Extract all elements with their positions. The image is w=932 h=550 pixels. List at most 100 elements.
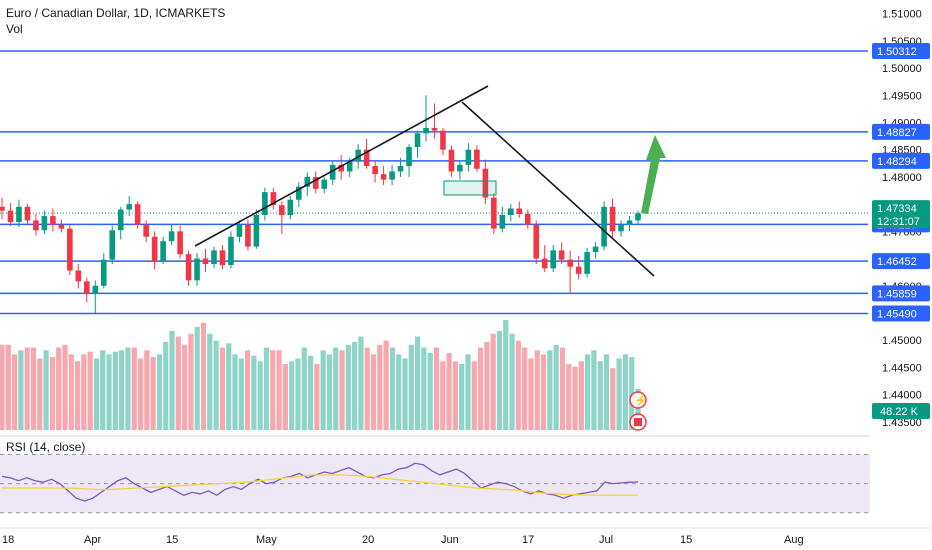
countdown-text: 12:31:07	[877, 216, 920, 228]
volume-bar	[408, 344, 414, 430]
time-tick-label: Aug	[784, 534, 804, 546]
candle-body	[406, 146, 412, 167]
volume-bar	[540, 354, 547, 430]
volume-bar	[440, 361, 446, 430]
time-tick-label: 20	[362, 534, 374, 546]
volume-bar	[528, 358, 534, 430]
volume-bar	[226, 343, 232, 430]
volume-bar	[87, 351, 93, 430]
volume-bar	[24, 347, 30, 430]
candle-body	[262, 192, 268, 215]
volume-bar	[282, 364, 288, 430]
volume-bar	[68, 354, 74, 430]
rsi-legend-label[interactable]: RSI (14, close)	[6, 440, 86, 454]
level-price-tag-text: 1.45490	[877, 309, 917, 321]
trendline-drawings	[194, 85, 666, 277]
candle-body	[304, 176, 311, 187]
candle-body	[50, 216, 56, 225]
candle-body	[397, 166, 404, 172]
volume-bar	[144, 350, 150, 430]
volume-value-tag	[872, 403, 930, 419]
candle-body	[338, 164, 344, 172]
volume-bar	[484, 342, 490, 430]
candle-body	[626, 220, 633, 225]
price-tick-label: 1.51000	[882, 9, 922, 21]
volume-bar	[503, 320, 509, 430]
volume-bar	[251, 355, 257, 430]
candle-body	[575, 266, 582, 274]
price-axis[interactable]: 1.510001.505001.500001.495001.490001.485…	[629, 0, 932, 550]
candle-body	[126, 204, 132, 210]
candle-body	[329, 164, 336, 180]
candle-body	[0, 206, 5, 211]
candle-body	[550, 250, 556, 269]
level-price-tag-text: 1.45859	[877, 288, 917, 300]
candle-body	[41, 216, 48, 231]
candle-body	[245, 224, 251, 247]
volume-bar	[433, 347, 440, 430]
candle-body	[474, 149, 480, 169]
up-arrow-icon	[641, 135, 666, 214]
volume-bar	[358, 336, 364, 430]
current-price-text: 1.47334	[877, 203, 917, 215]
ascending-trendline	[194, 85, 489, 247]
candle-body	[168, 231, 175, 242]
volume-bar	[257, 361, 263, 430]
volume-bar	[326, 354, 333, 430]
volume-bar	[427, 353, 433, 430]
level-price-tag-text: 1.48827	[877, 127, 917, 139]
volume-bar	[585, 354, 591, 430]
time-axis[interactable]: 18 Apr 15 May 20 Jun 17 Jul 15 Aug	[0, 527, 932, 546]
volume-bar	[11, 354, 18, 430]
chart-title[interactable]: Euro / Canadian Dollar, 1D, ICMARKETS	[6, 6, 226, 20]
price-tick-label: 1.50000	[882, 63, 922, 75]
level-price-tag	[872, 123, 930, 140]
volume-bar	[276, 350, 282, 430]
candle-body	[109, 230, 116, 260]
volume-value-text: 48.22 K	[880, 406, 919, 418]
candle-body	[92, 285, 99, 294]
candle-body	[7, 210, 14, 223]
volume-bar	[175, 336, 181, 430]
volume-bar	[182, 344, 188, 430]
volume-bar	[137, 358, 144, 430]
volume-bar	[119, 350, 125, 430]
volume-bar	[515, 340, 521, 430]
volume-bar	[131, 347, 137, 430]
rsi-line	[1, 462, 639, 502]
price-tick-label: 1.45000	[882, 335, 922, 347]
volume-bar	[597, 361, 603, 430]
level-price-tag	[872, 285, 930, 302]
candle-body	[533, 224, 540, 259]
candle-body	[380, 174, 387, 180]
candle-body	[618, 224, 624, 232]
candle-body	[75, 270, 82, 282]
candle-body	[567, 259, 573, 267]
volume-bar	[270, 350, 276, 430]
level-price-tag-text: 1.48294	[877, 156, 917, 168]
volume-bar	[112, 351, 118, 430]
candle-body	[457, 164, 463, 172]
price-tick-label: 1.44500	[882, 362, 922, 374]
volume-legend-label[interactable]: Vol	[6, 22, 23, 36]
volume-bar	[364, 347, 370, 430]
volume-bar	[459, 364, 465, 430]
candle-body	[270, 192, 277, 206]
candle-body	[321, 179, 328, 189]
volume-bar	[289, 361, 295, 430]
horizontal-levels	[0, 50, 868, 315]
candle-body	[24, 206, 31, 221]
volume-bar	[452, 361, 458, 430]
volume-bar	[207, 333, 213, 430]
volume-bar	[553, 344, 559, 430]
rsi-pane: 60.0051.1542.12	[0, 435, 932, 514]
volume-bar	[156, 354, 163, 430]
volume-bar	[30, 347, 37, 430]
volume-bar	[629, 357, 635, 430]
volume-bar	[18, 350, 24, 430]
volume-bar	[169, 331, 175, 430]
level-price-tag	[872, 253, 930, 270]
rsi-ma-line	[2, 474, 639, 496]
candle-body	[524, 213, 531, 225]
